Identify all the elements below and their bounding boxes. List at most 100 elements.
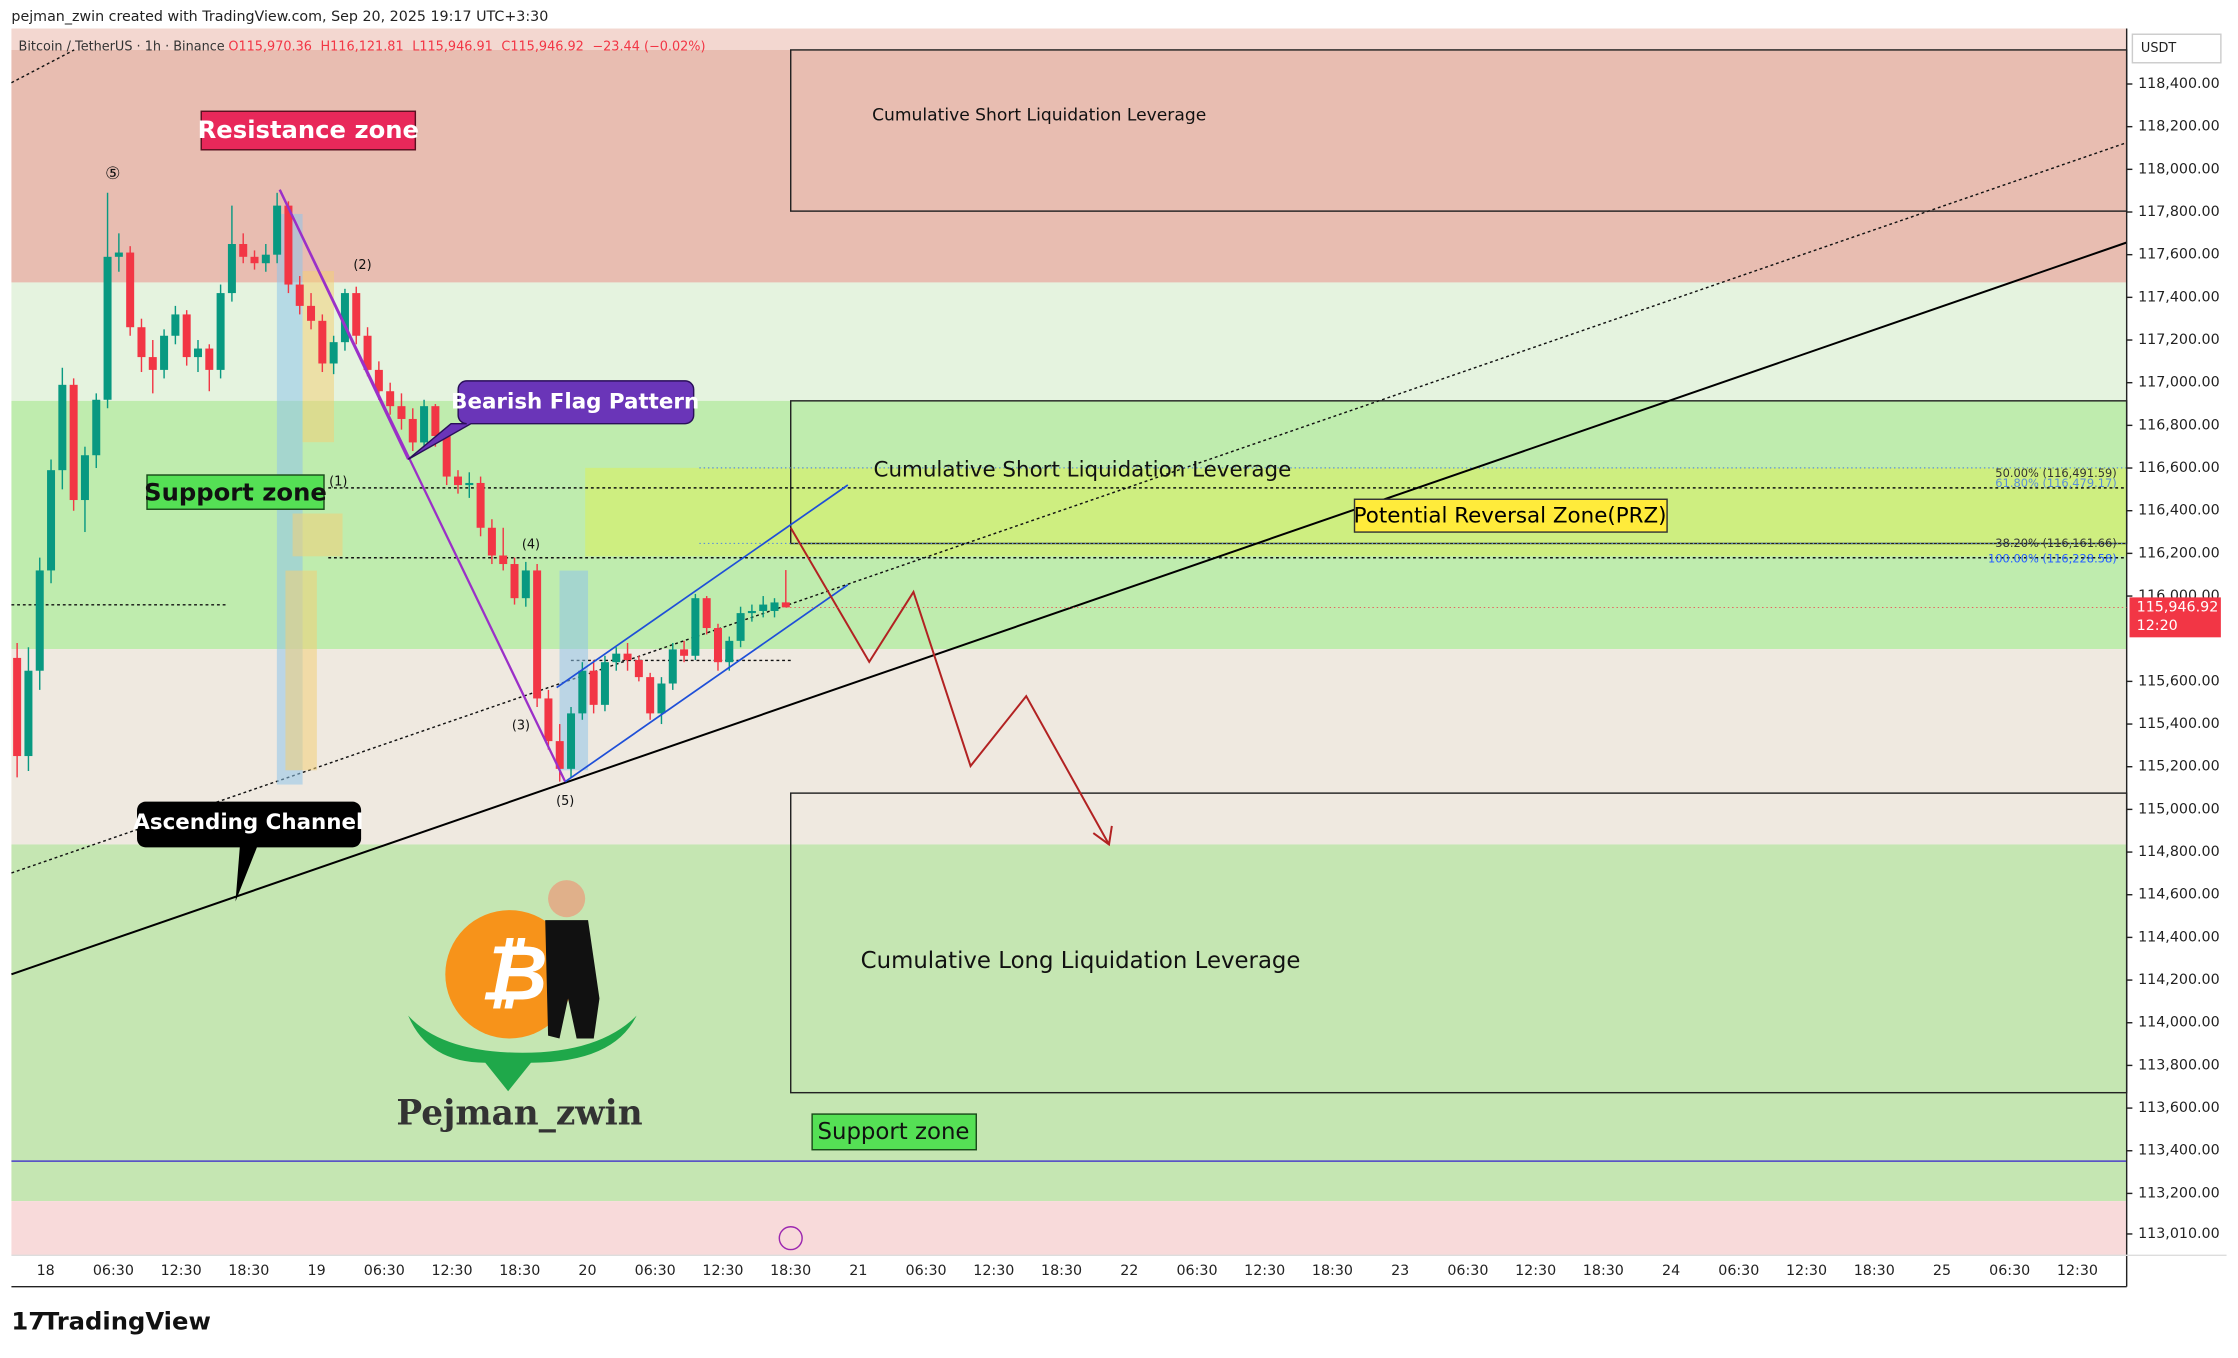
x-tick-label: 12:30 xyxy=(2057,1263,2098,1279)
logo-leaf xyxy=(408,1015,637,1092)
zone-bottom xyxy=(11,1201,2127,1256)
channel-line xyxy=(564,584,849,783)
x-tick-label: 25 xyxy=(1933,1263,1951,1279)
callout xyxy=(137,801,362,902)
candle-body xyxy=(781,602,790,608)
ascending-channel-line xyxy=(11,241,2127,976)
candle-body xyxy=(476,482,485,528)
candle-body xyxy=(747,610,756,614)
candle-body xyxy=(612,653,621,663)
y-tick-label: 117,000.00 xyxy=(2138,375,2220,391)
volume-bar xyxy=(292,513,343,557)
candle-body xyxy=(374,369,383,392)
wave-label: (4) xyxy=(522,537,540,552)
trend-line-dotted xyxy=(11,49,75,84)
candle-body xyxy=(92,399,101,456)
candle-body xyxy=(487,527,496,556)
candle-body xyxy=(668,649,677,684)
price-tag xyxy=(2129,597,2221,638)
volume-bar xyxy=(285,570,317,771)
x-tick-label: 18:30 xyxy=(1041,1263,1082,1279)
candle-body xyxy=(329,342,338,364)
candle-body xyxy=(431,406,440,437)
y-tick-label: 115,000.00 xyxy=(2138,801,2220,817)
y-tick-label: 115,200.00 xyxy=(2138,759,2220,775)
candle-body xyxy=(182,314,191,358)
annotation: Bearish Flag Pattern xyxy=(451,389,699,414)
candle-body xyxy=(759,604,768,611)
candle-body xyxy=(227,244,236,294)
x-tick-label: 06:30 xyxy=(93,1263,134,1279)
candles xyxy=(13,192,790,782)
candle-body xyxy=(137,327,146,358)
ohlc-value: O115,970.36 xyxy=(228,40,312,55)
x-tick-label: 06:30 xyxy=(1718,1263,1759,1279)
candle-body xyxy=(408,418,417,443)
y-tick-label: 117,800.00 xyxy=(2138,204,2220,220)
candle-body xyxy=(386,391,395,407)
candle-body xyxy=(261,254,270,264)
x-tick-label: 21 xyxy=(849,1263,867,1279)
candle-body xyxy=(250,256,259,264)
x-tick-label: 06:30 xyxy=(1447,1263,1488,1279)
label-box xyxy=(811,1113,977,1151)
x-tick-label: 18:30 xyxy=(1583,1263,1624,1279)
label-box xyxy=(200,110,417,151)
annotation: Resistance zone xyxy=(198,115,419,144)
fib-label: 61.80% (116,479.17) xyxy=(1995,476,2116,490)
event-icon xyxy=(778,1226,803,1251)
candle-body xyxy=(600,662,609,705)
candle-body xyxy=(284,205,293,285)
candle-body xyxy=(205,348,214,370)
candle-body xyxy=(340,293,349,343)
y-tick-label: 113,200.00 xyxy=(2138,1185,2220,1201)
y-tick-label: 118,400.00 xyxy=(2138,76,2220,92)
candle-body xyxy=(634,660,643,678)
callout xyxy=(407,380,695,460)
candle-body xyxy=(363,335,372,370)
candle-body xyxy=(567,713,576,769)
candle-body xyxy=(13,657,22,757)
candle-body xyxy=(352,293,361,336)
fib-label: 38.20% (116,161.66) xyxy=(1995,536,2116,550)
x-tick-label: 22 xyxy=(1120,1263,1138,1279)
wave-label: (5) xyxy=(556,794,574,809)
candle-body xyxy=(80,455,89,501)
y-tick-label: 113,010.00 xyxy=(2138,1226,2220,1242)
x-tick-label: 12:30 xyxy=(161,1263,202,1279)
x-tick-label: 06:30 xyxy=(1176,1263,1217,1279)
x-tick-label: 12:30 xyxy=(1244,1263,1285,1279)
annotation: Support zone xyxy=(817,1119,969,1145)
channel-line xyxy=(556,484,849,689)
price-tag-label: 115,946.92 xyxy=(2137,599,2219,615)
candle-body xyxy=(160,335,169,370)
candle-body xyxy=(623,653,632,661)
candle-body xyxy=(193,348,202,358)
x-tick-label: 12:30 xyxy=(702,1263,743,1279)
y-tick-label: 115,600.00 xyxy=(2138,673,2220,689)
candle-body xyxy=(103,256,112,400)
y-tick-label: 114,200.00 xyxy=(2138,972,2220,988)
candle-body xyxy=(578,670,587,714)
y-tick-label: 113,800.00 xyxy=(2138,1057,2220,1073)
avatar-head xyxy=(548,880,586,918)
x-tick-label: 20 xyxy=(578,1263,596,1279)
candle-body xyxy=(114,252,123,257)
fib-label: 50.00% (116,491.59) xyxy=(1995,466,2116,480)
x-tick-label: 18:30 xyxy=(770,1263,811,1279)
annotation: Ascending Channel xyxy=(133,810,363,835)
y-tick-label: 114,000.00 xyxy=(2138,1015,2220,1031)
y-tick-label: 117,200.00 xyxy=(2138,332,2220,348)
candle-body xyxy=(216,293,225,370)
ohlc-value: H116,121.81 xyxy=(321,40,404,55)
candle-body xyxy=(544,698,553,742)
x-tick-label: 12:30 xyxy=(1515,1263,1556,1279)
bitcoin-symbol: ₿ xyxy=(480,929,548,1019)
currency-box xyxy=(2131,33,2222,64)
label-box xyxy=(146,474,325,510)
tradingview-logo: TradingView xyxy=(43,1306,211,1335)
candle-body xyxy=(69,384,78,501)
neutral-zone xyxy=(11,649,2127,845)
candle-body xyxy=(397,406,406,419)
